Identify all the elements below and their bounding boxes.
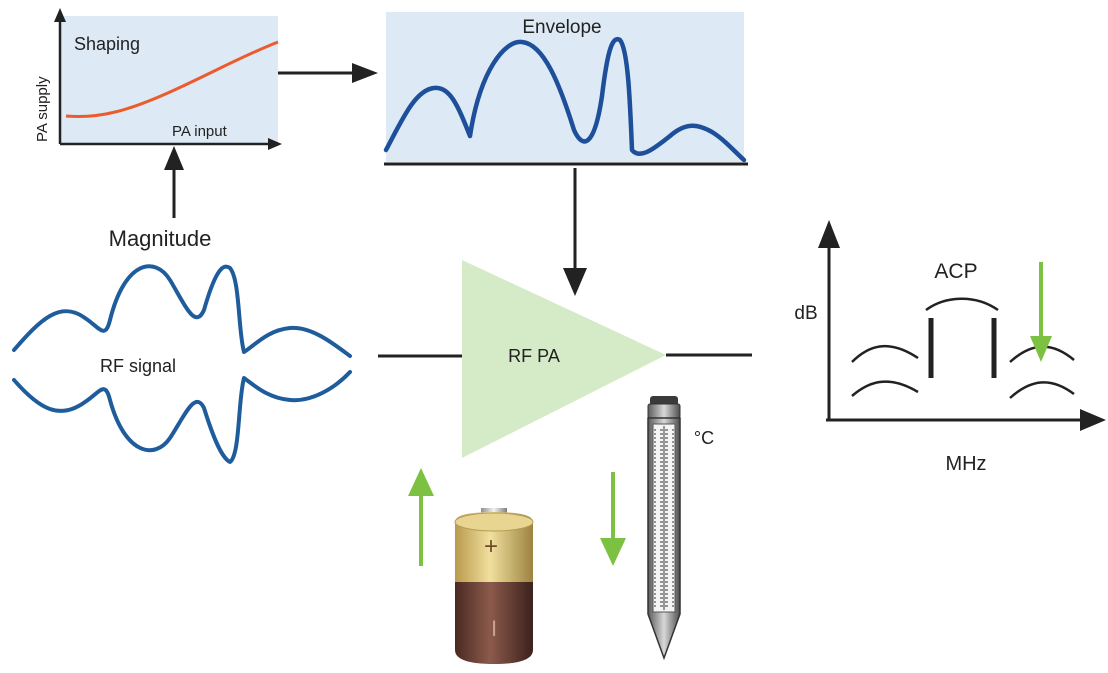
pa-input-label: PA input — [172, 123, 228, 140]
envelope-panel-bg — [386, 12, 744, 162]
acp-left-upper — [851, 344, 919, 363]
envelope-title: Envelope — [522, 17, 601, 38]
shaping-panel: Shaping PA input PA supply — [34, 8, 282, 150]
shaping-curve — [65, 40, 279, 119]
spectrum-x-axis-arrowhead — [1080, 409, 1106, 431]
rf-pa-amplifier: RF PA — [378, 260, 752, 458]
shaping-title: Shaping — [74, 34, 140, 54]
envelope-waveform — [383, 37, 747, 163]
rf-signal-label: RF signal — [100, 356, 176, 376]
shaping-x-axis-arrowhead — [268, 138, 282, 150]
acp-down-arrow — [1030, 262, 1052, 362]
pa-supply-label: PA supply — [34, 76, 51, 142]
acp-spectrum: dB ACP MHz — [794, 220, 1106, 475]
shaping-y-axis-arrowhead — [54, 8, 66, 22]
acp-right-lower — [1009, 381, 1075, 399]
acp-left-lower — [851, 380, 919, 397]
shaping-panel-bg — [60, 16, 278, 144]
arrow-magnitude-to-shaping — [164, 146, 184, 218]
envelope-panel: Envelope — [383, 12, 748, 166]
acp-label: ACP — [934, 260, 977, 283]
battery-minus-sign: I — [491, 616, 497, 641]
arrow-shaping-to-envelope — [278, 63, 378, 83]
efficiency-up-arrow — [408, 468, 434, 566]
rf-signal: RF signal — [12, 264, 352, 464]
rf-signal-lower — [12, 370, 352, 464]
db-label: dB — [794, 303, 817, 324]
magnitude-label: Magnitude — [109, 226, 212, 251]
pa-triangle — [462, 260, 666, 458]
spectrum-y-axis-arrowhead — [818, 220, 840, 248]
degrees-c-label: °C — [694, 428, 714, 448]
temperature-down-arrow — [600, 472, 626, 566]
battery-icon: + I — [454, 508, 534, 664]
thermometer-icon: °C — [647, 396, 714, 661]
mhz-label: MHz — [945, 453, 986, 475]
arrow-envelope-to-pa — [563, 168, 587, 296]
battery-plus-sign: + — [484, 533, 498, 560]
rf-pa-label: RF PA — [508, 346, 560, 366]
battery-bottom — [455, 582, 533, 664]
acp-main-channel-top — [925, 297, 999, 312]
rf-signal-upper — [12, 264, 352, 358]
